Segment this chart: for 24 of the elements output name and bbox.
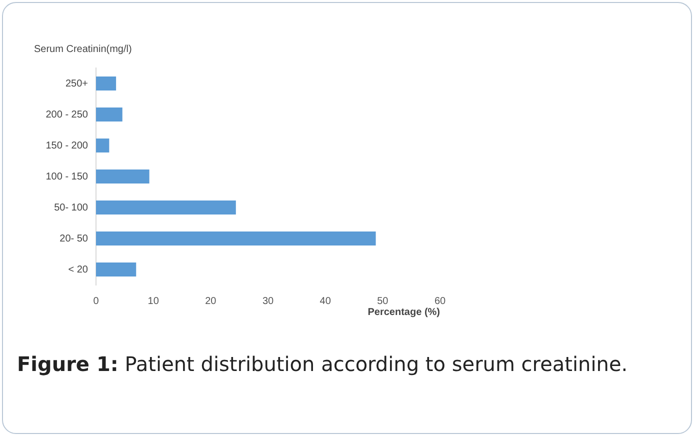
bar xyxy=(96,76,116,90)
x-tick-label: 10 xyxy=(148,296,160,307)
x-tick-label: 20 xyxy=(205,296,217,307)
x-axis-title: Percentage (%) xyxy=(368,306,440,318)
y-tick-label: 100 - 150 xyxy=(46,171,88,182)
bar xyxy=(96,232,376,246)
y-tick-label: 150 - 200 xyxy=(46,140,88,152)
bar xyxy=(96,200,236,214)
y-tick-label: 50- 100 xyxy=(54,202,88,214)
x-tick-label: 50 xyxy=(377,296,389,307)
bar xyxy=(96,138,110,152)
x-tick-label: 40 xyxy=(320,296,332,307)
caption: Figure 1: Patient distribution according to serum creatinine. xyxy=(17,352,628,376)
y-axis-title: Serum Creatinin(mg/l) xyxy=(34,44,132,55)
bar xyxy=(96,262,136,276)
bar xyxy=(96,170,150,184)
x-tick-label: 30 xyxy=(262,296,274,307)
y-tick-label: 200 - 250 xyxy=(46,109,88,120)
x-tick-label: 0 xyxy=(93,296,100,307)
x-tick-label: 60 xyxy=(434,296,446,307)
y-tick-label: < 20 xyxy=(68,264,88,276)
bar xyxy=(96,108,122,122)
y-tick-label: 20- 50 xyxy=(60,233,88,244)
y-tick-label: 250+ xyxy=(65,78,88,90)
